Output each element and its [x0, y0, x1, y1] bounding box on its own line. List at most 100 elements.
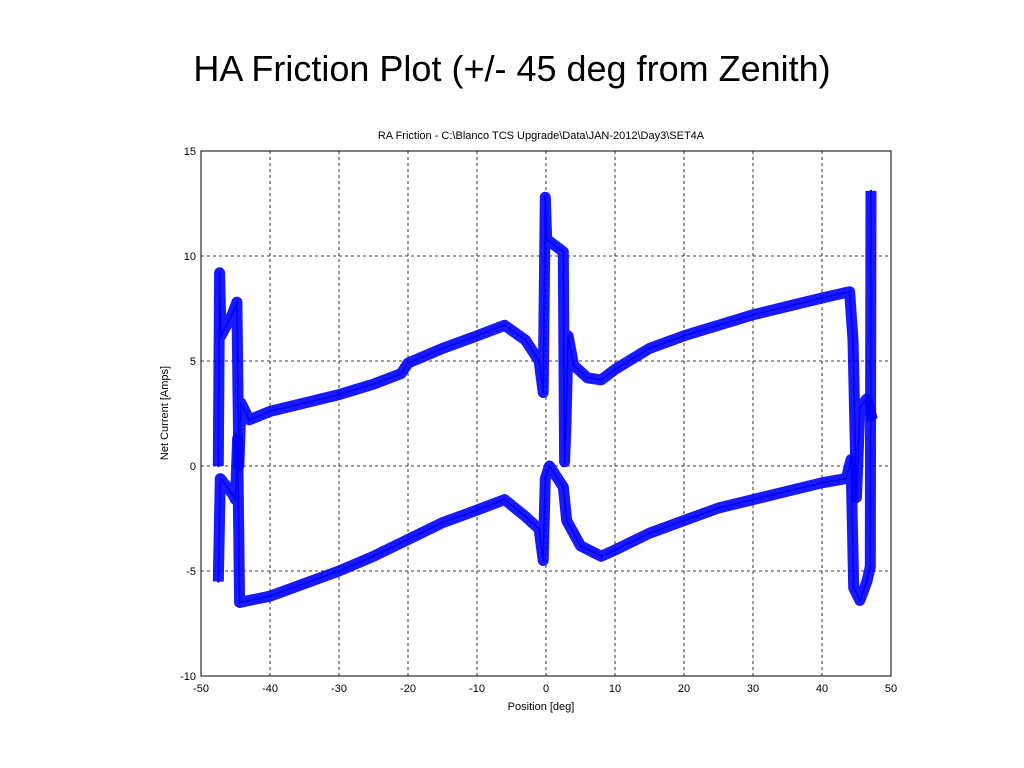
y-axis-label: Net Current [Amps] [159, 366, 171, 460]
data-point [682, 334, 686, 337]
y-tick-label: -10 [180, 671, 196, 683]
data-point [869, 565, 872, 568]
data-point [219, 334, 223, 337]
data-point [238, 601, 241, 604]
series-layer [212, 189, 878, 608]
data-point [786, 305, 789, 308]
y-tick-label: 15 [184, 146, 196, 158]
slide-title: HA Friction Plot (+/- 45 deg from Zenith… [193, 48, 831, 89]
data-point [475, 508, 479, 512]
data-point [406, 361, 410, 365]
data-point [503, 324, 506, 327]
data-point [548, 464, 551, 468]
data-point [544, 477, 547, 480]
data-point [851, 338, 855, 342]
data-point [372, 555, 375, 558]
data-point [537, 359, 541, 363]
data-point [858, 599, 862, 602]
data-point [869, 189, 873, 193]
data-point [579, 544, 582, 547]
x-tick-label: 10 [609, 683, 621, 695]
data-point [303, 401, 306, 405]
data-point [337, 569, 341, 573]
data-point [717, 506, 720, 510]
data-point [820, 481, 824, 484]
data-point [268, 410, 272, 413]
x-axis-label: Position [deg] [508, 701, 575, 713]
x-tick-label: 40 [816, 683, 828, 695]
data-point [648, 347, 651, 350]
data-point [248, 418, 251, 421]
data-point [217, 464, 220, 468]
data-point [372, 382, 375, 386]
x-tick-label: -10 [469, 683, 485, 695]
series-line-1 [217, 197, 874, 498]
data-point [566, 334, 570, 337]
data-point [848, 290, 851, 293]
y-tick-label: 10 [184, 251, 196, 263]
data-point [600, 378, 603, 382]
data-point [303, 582, 306, 585]
data-point [234, 498, 237, 501]
data-point [268, 595, 272, 598]
data-point [399, 372, 403, 375]
data-point [441, 347, 444, 350]
data-point [751, 313, 755, 316]
data-point [218, 271, 221, 274]
data-point [248, 599, 251, 602]
data-point [544, 196, 547, 199]
y-tick-label: -5 [186, 566, 196, 578]
data-point [337, 393, 341, 396]
data-point [503, 498, 506, 501]
data-point [648, 532, 651, 535]
data-point [572, 364, 575, 367]
data-point [565, 519, 568, 522]
data-point [562, 250, 565, 253]
data-point [613, 368, 617, 371]
data-point [563, 460, 566, 463]
data-point [545, 238, 548, 241]
data-point [542, 391, 545, 394]
data-point [230, 313, 234, 316]
data-point [217, 580, 220, 583]
data-point [844, 477, 848, 480]
data-point [235, 301, 239, 304]
data-point [537, 527, 541, 531]
y-tick-label: 0 [190, 461, 196, 473]
data-point [239, 401, 243, 405]
data-point [524, 338, 527, 342]
data-point [524, 515, 527, 518]
data-point [682, 519, 686, 522]
x-tick-label: -40 [262, 683, 278, 695]
data-point [852, 586, 855, 589]
data-point [751, 498, 755, 501]
data-point [600, 555, 603, 558]
data-point [236, 437, 239, 440]
data-point [475, 334, 479, 337]
data-point [786, 490, 789, 493]
x-tick-label: -20 [400, 683, 416, 695]
chart-title: RA Friction - C:\Blanco TCS Upgrade\Data… [378, 130, 705, 142]
data-point [562, 485, 565, 489]
plot-frame [200, 150, 892, 677]
data-point [219, 477, 222, 480]
data-point [441, 521, 444, 524]
data-point [865, 580, 869, 583]
x-tick-label: -50 [193, 683, 209, 695]
data-point [542, 559, 545, 562]
data-point [858, 406, 862, 409]
x-tick-label: 20 [678, 683, 690, 695]
y-tick-label: 5 [190, 356, 196, 368]
data-point [717, 324, 720, 327]
data-point [613, 548, 617, 552]
data-point [564, 422, 568, 426]
data-point [820, 296, 824, 300]
data-point [586, 376, 589, 379]
data-point [406, 538, 410, 541]
data-point [849, 458, 853, 461]
data-point [230, 492, 234, 495]
x-tick-label: 50 [885, 683, 897, 695]
series-line-2 [217, 190, 872, 604]
